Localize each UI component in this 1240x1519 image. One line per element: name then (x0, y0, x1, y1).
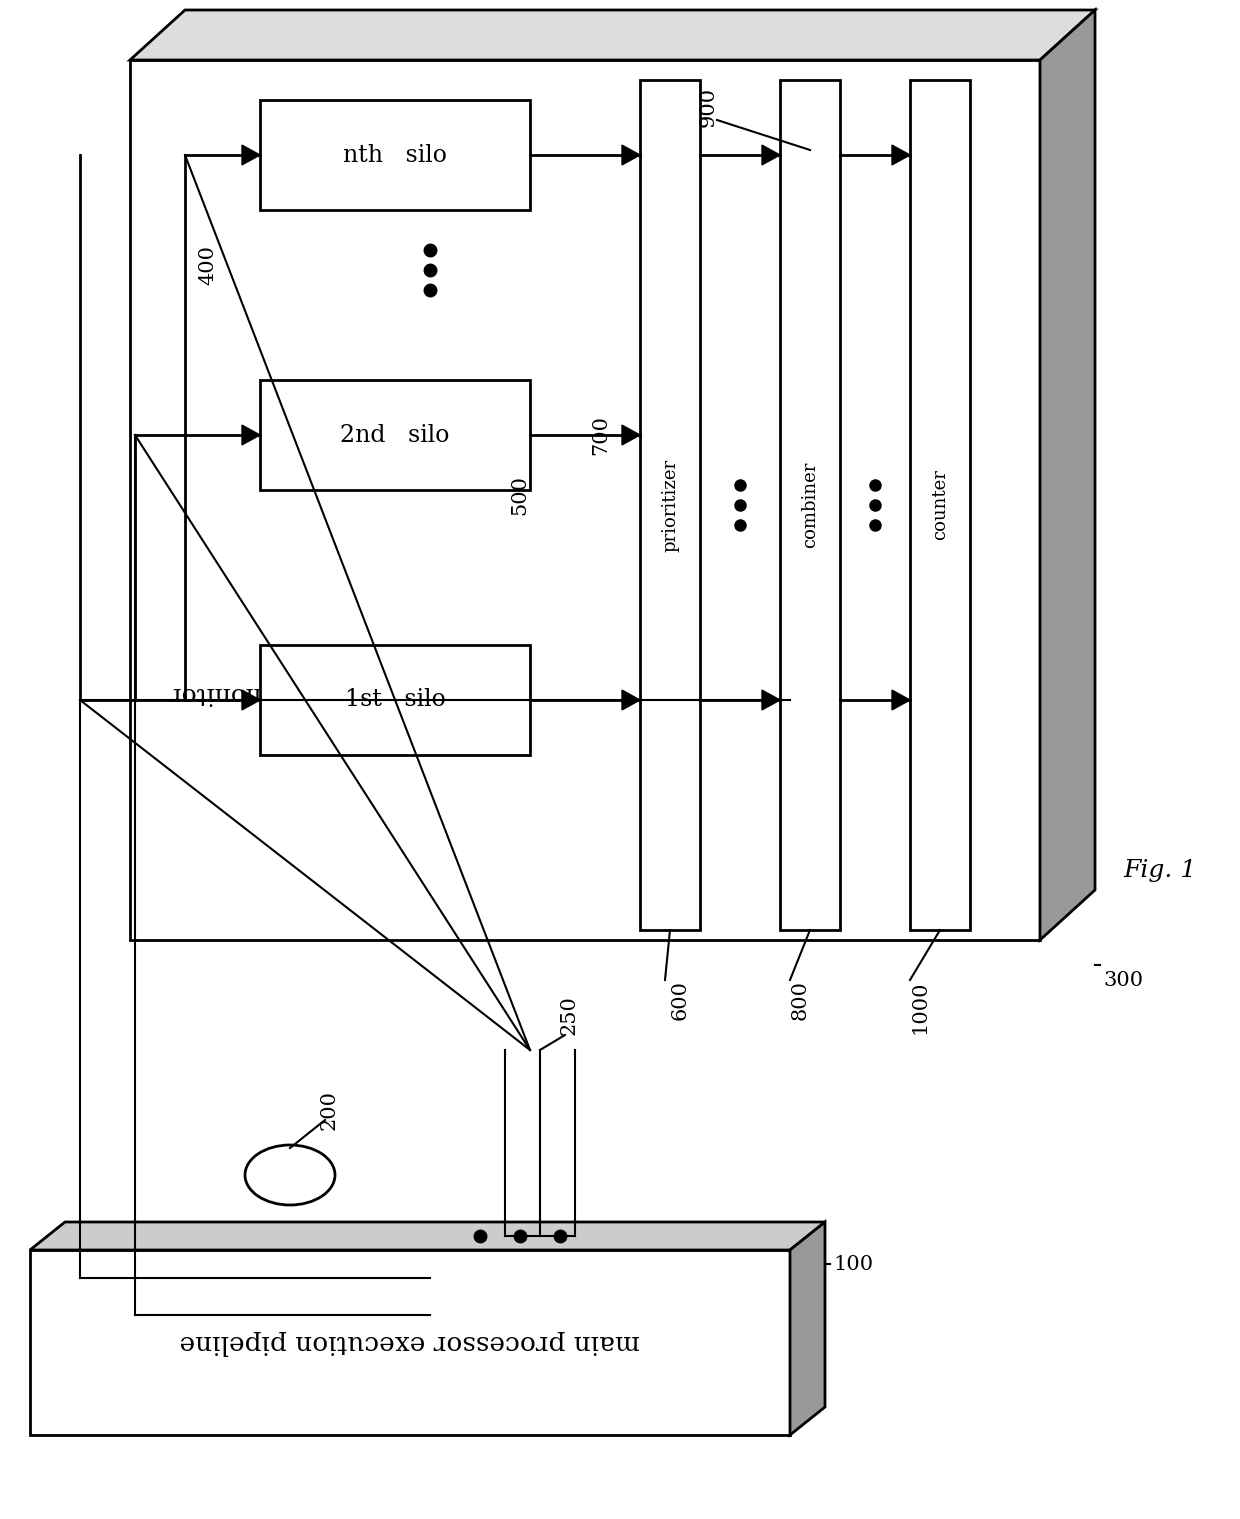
Polygon shape (622, 690, 640, 709)
Text: Fig. 1: Fig. 1 (1123, 858, 1197, 881)
Text: combiner: combiner (801, 462, 818, 548)
Polygon shape (130, 11, 1095, 59)
Bar (260, 380, 529, 491)
Polygon shape (242, 425, 260, 445)
Text: 1st   silo: 1st silo (345, 688, 445, 711)
Text: counter: counter (931, 469, 949, 541)
Polygon shape (1040, 11, 1095, 940)
Bar (260, 646, 529, 755)
Bar (260, 100, 529, 210)
Text: 400: 400 (198, 245, 217, 286)
Text: 100: 100 (833, 1255, 873, 1273)
Text: 2nd   silo: 2nd silo (340, 424, 450, 447)
Bar (780, 81, 839, 930)
Polygon shape (763, 690, 780, 709)
Text: 900: 900 (699, 87, 718, 128)
Text: performance monitor: performance monitor (170, 682, 440, 705)
Bar (910, 81, 970, 930)
Bar (130, 59, 1040, 940)
Polygon shape (892, 146, 910, 166)
Text: 300: 300 (1104, 971, 1143, 989)
Text: 250: 250 (560, 995, 579, 1034)
Polygon shape (892, 690, 910, 709)
Bar (640, 81, 701, 930)
Polygon shape (242, 146, 260, 166)
Polygon shape (30, 1221, 825, 1250)
Bar (30, 1250, 790, 1435)
Text: 800: 800 (791, 980, 810, 1019)
Text: 600: 600 (671, 980, 689, 1019)
Text: 200: 200 (320, 1091, 339, 1130)
Text: prioritizer: prioritizer (661, 459, 680, 551)
Polygon shape (242, 690, 260, 709)
Polygon shape (622, 425, 640, 445)
Polygon shape (622, 146, 640, 166)
Text: 700: 700 (591, 415, 610, 456)
Text: main processor execution pipeline: main processor execution pipeline (180, 1331, 640, 1355)
Text: nth   silo: nth silo (343, 143, 446, 167)
Polygon shape (763, 146, 780, 166)
Text: 500: 500 (511, 475, 529, 515)
Polygon shape (790, 1221, 825, 1435)
Text: 1000: 1000 (910, 980, 930, 1033)
